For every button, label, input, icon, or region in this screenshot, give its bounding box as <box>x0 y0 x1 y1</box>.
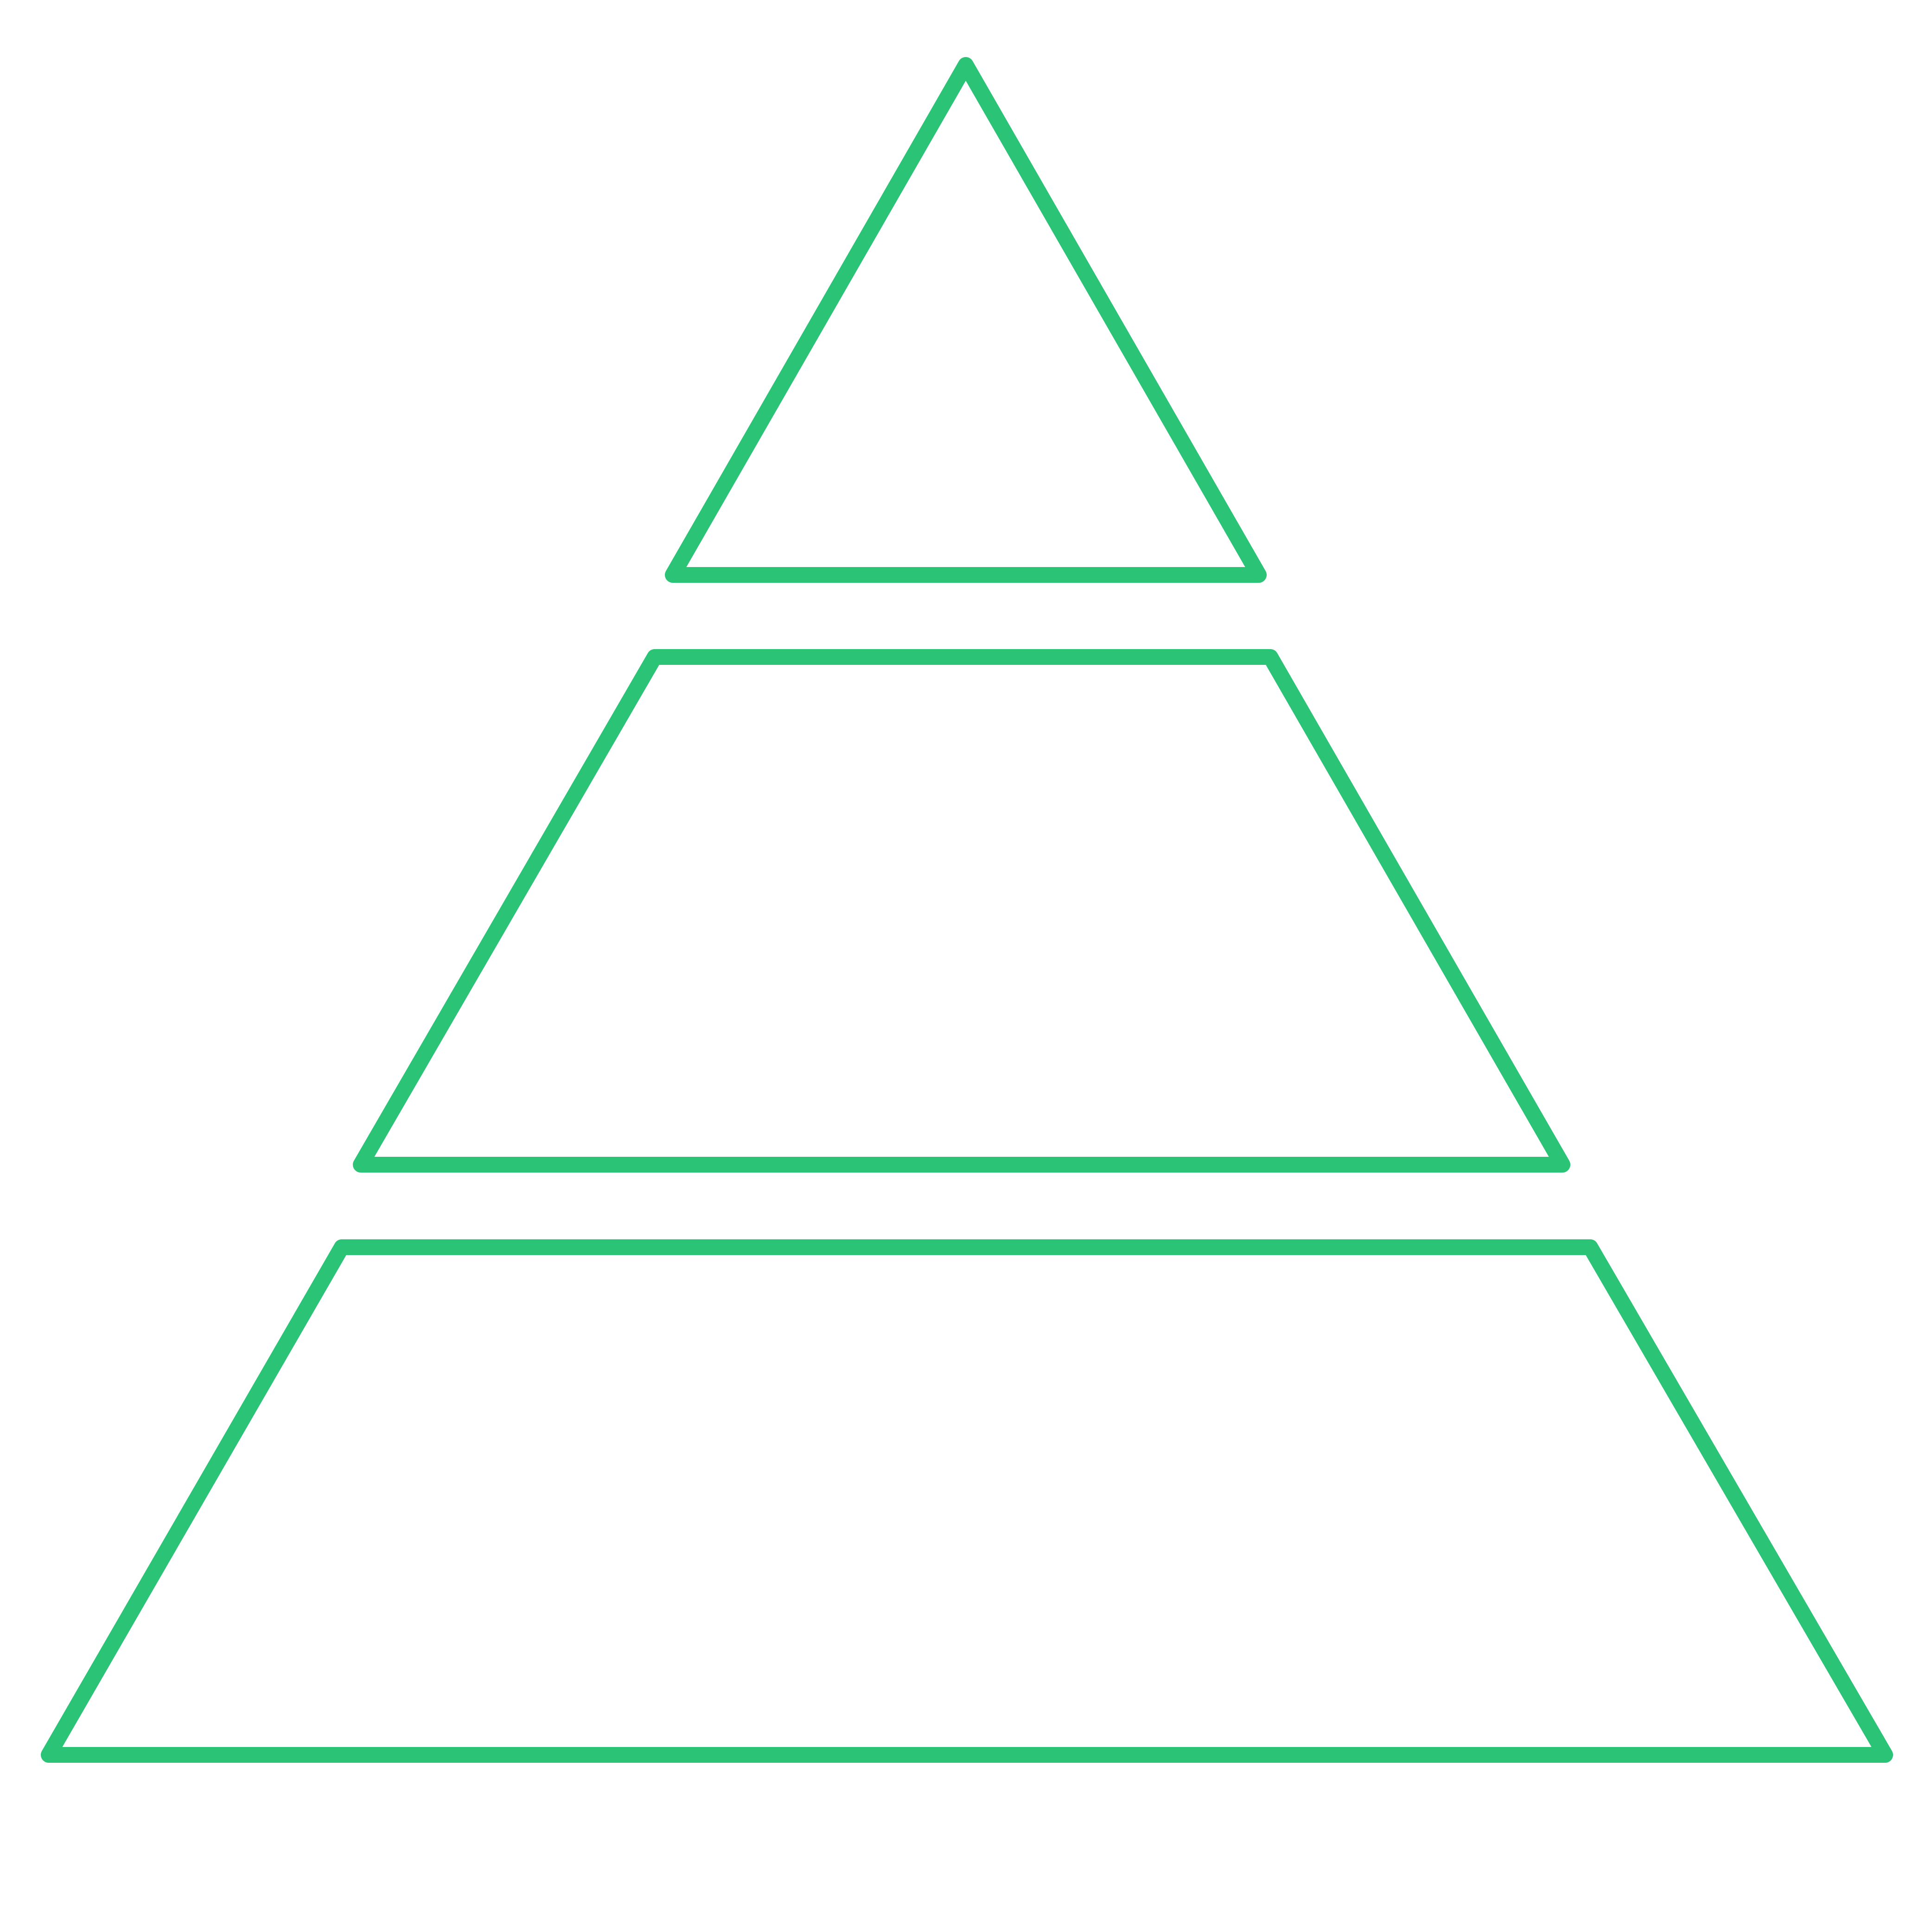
pyramid-tier-middle <box>353 649 1570 1173</box>
pyramid-tier-bottom <box>41 1239 1893 1763</box>
pyramid-tier-top <box>665 57 1267 583</box>
